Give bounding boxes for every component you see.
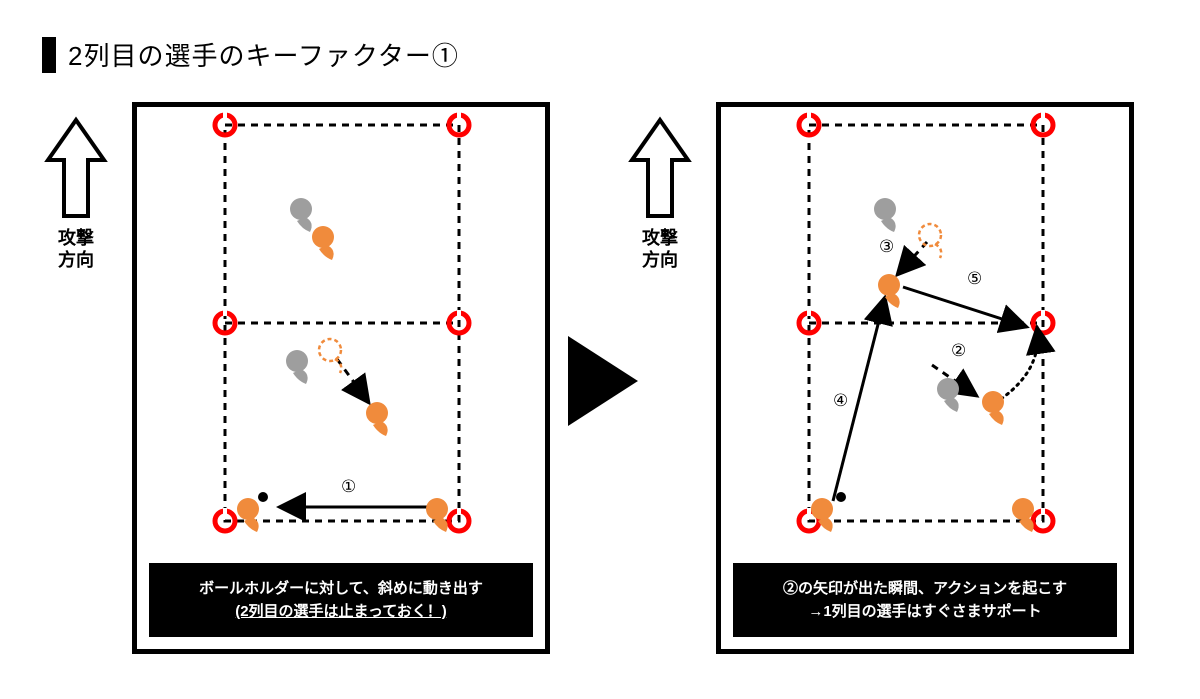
direction-label: 攻撃方向	[628, 228, 692, 271]
up-arrow-icon	[44, 116, 108, 224]
caption-right: ②の矢印が出た瞬間、アクションを起こす →1列目の選手はすぐさまサポート	[733, 563, 1117, 638]
step-label: ①	[341, 477, 356, 497]
direction-left: 攻撃方向	[44, 116, 108, 271]
caption-line1: ボールホルダーに対して、斜めに動き出す	[157, 577, 525, 600]
page-title: 2列目の選手のキーファクター①	[68, 36, 459, 73]
direction-label: 攻撃方向	[44, 228, 108, 271]
caption-line1: ②の矢印が出た瞬間、アクションを起こす	[741, 577, 1109, 600]
direction-right: 攻撃方向	[628, 116, 692, 271]
transition-arrow	[568, 336, 702, 431]
caption-line2: →1列目の選手はすぐさまサポート	[741, 600, 1109, 623]
up-arrow-icon	[628, 116, 692, 224]
step-label: ⑤	[967, 269, 982, 289]
step-label: ④	[833, 391, 848, 411]
step-label: ②	[951, 341, 966, 361]
title-accent	[42, 37, 56, 73]
title-bar: 2列目の選手のキーファクター①	[42, 36, 459, 73]
panel-left: ボールホルダーに対して、斜めに動き出す (2列目の選手は止まっておく！) ①	[132, 102, 550, 654]
step-label: ③	[879, 237, 894, 257]
caption-line2: (2列目の選手は止まっておく！)	[157, 600, 525, 623]
caption-left: ボールホルダーに対して、斜めに動き出す (2列目の選手は止まっておく！)	[149, 563, 533, 638]
panel-right: ②の矢印が出た瞬間、アクションを起こす →1列目の選手はすぐさまサポート ③ ⑤ ④…	[716, 102, 1134, 654]
